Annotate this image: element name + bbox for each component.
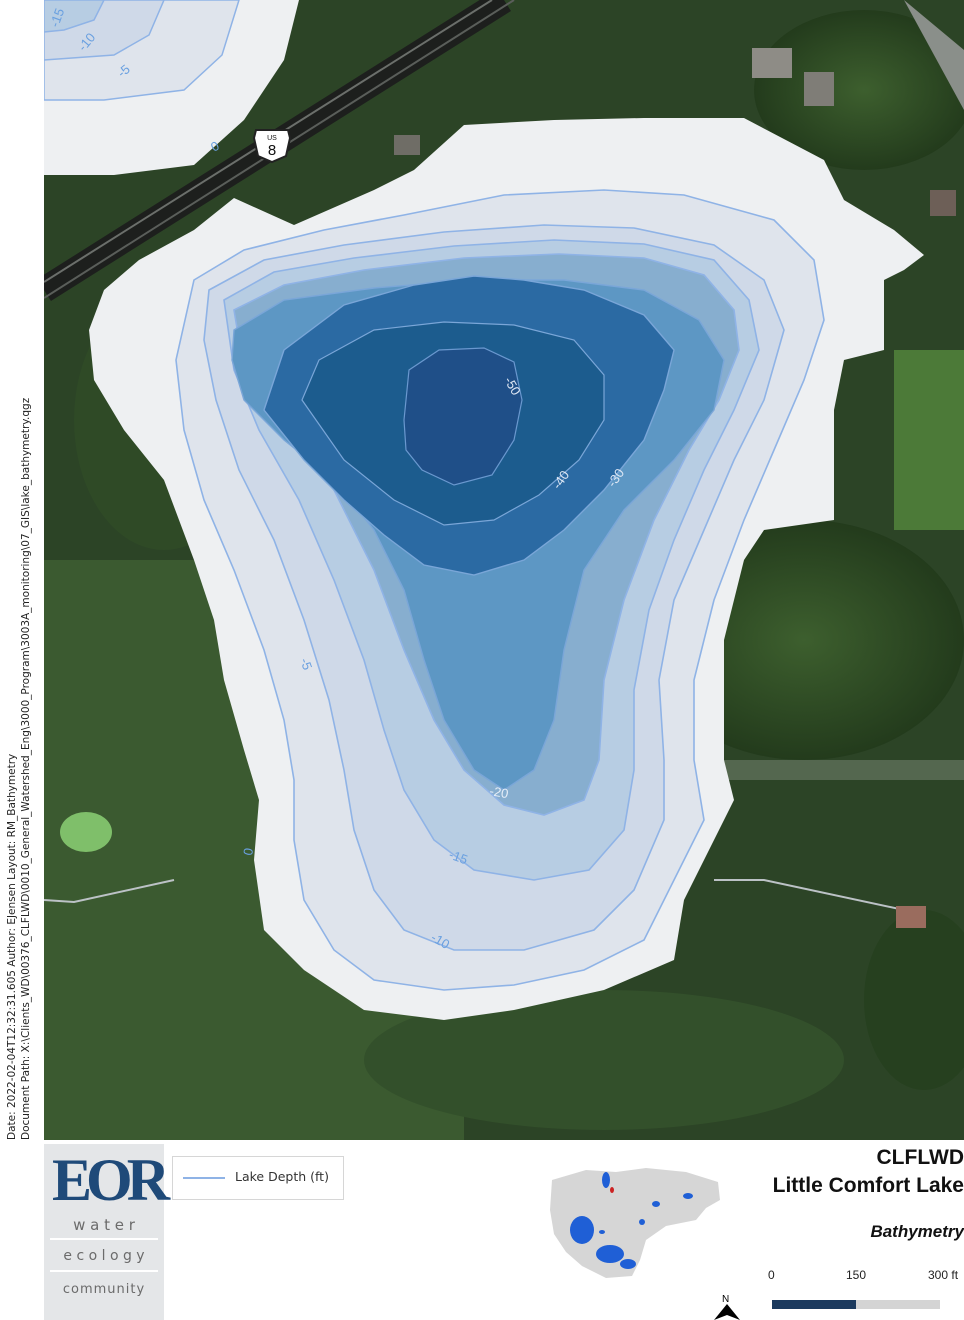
- water-body: [639, 1219, 645, 1225]
- watershed-outline: [550, 1168, 720, 1278]
- title-line1: CLFLWD: [876, 1146, 964, 1169]
- map-canvas: -15 -10 -5 0 -50 -40 -30 -5 -20 0 -15 -1…: [44, 0, 964, 1140]
- road: [904, 0, 964, 110]
- house: [930, 190, 956, 216]
- shield-number: 8: [268, 142, 276, 159]
- water-body: [652, 1201, 660, 1207]
- driveway: [684, 760, 964, 780]
- contour-label: -15: [47, 6, 68, 29]
- water-body: [570, 1216, 594, 1244]
- north-label: N: [722, 1294, 730, 1305]
- water-body: [620, 1259, 636, 1269]
- house: [896, 906, 926, 928]
- tree-cluster: [364, 990, 844, 1130]
- legend-label: Lake Depth (ft): [235, 1169, 329, 1184]
- boardwalk: [44, 879, 175, 904]
- north-arrow: N: [712, 1290, 742, 1320]
- legend-contour-symbol: [183, 1177, 225, 1179]
- water-body: [602, 1172, 610, 1188]
- map-subtitle: Bathymetry: [870, 1222, 964, 1241]
- logo-word-ecology: e c o l o g y: [63, 1248, 145, 1264]
- scale-bar-dark: [772, 1300, 856, 1309]
- house: [752, 48, 792, 78]
- water-body: [683, 1193, 693, 1199]
- boardwalk: [714, 879, 905, 911]
- lake-contours: [89, 118, 924, 1020]
- tree-cluster: [754, 10, 964, 170]
- shield-us-text: US: [267, 135, 277, 142]
- logo-divider: [50, 1270, 158, 1272]
- date-author-text: Date: 2022-02-04T12:32:31.605 Author: EJ…: [6, 753, 18, 1140]
- water-body: [610, 1187, 614, 1193]
- title-line2: Little Comfort Lake: [772, 1174, 964, 1197]
- water-body: [599, 1230, 605, 1234]
- nw-lake-piece: [44, 0, 299, 175]
- depth-50-area: [403, 347, 523, 486]
- scale-label-0: 0: [768, 1268, 775, 1282]
- eor-logo: EOR w a t e r e c o l o g y community: [44, 1144, 170, 1320]
- contour-label: -15: [447, 847, 470, 868]
- house: [394, 135, 420, 155]
- scale-bar-light: [856, 1300, 940, 1309]
- bathymetry-map[interactable]: -15 -10 -5 0 -50 -40 -30 -5 -20 0 -15 -1…: [44, 0, 964, 1140]
- logo-divider: [50, 1238, 158, 1240]
- water-body: [596, 1245, 624, 1263]
- clearing: [894, 350, 964, 530]
- logo-word-water: w a t e r: [73, 1216, 135, 1234]
- north-arrow-icon: [714, 1304, 740, 1320]
- contour-label: -5: [297, 656, 315, 672]
- document-path-text: Document Path: X:\Clients_WD\00376_CLFLW…: [20, 397, 32, 1140]
- scale-label-300: 300 ft: [928, 1268, 959, 1282]
- locator-map: [550, 1168, 720, 1278]
- contour-label: 0: [240, 847, 256, 857]
- scale-label-150: 150: [846, 1268, 867, 1282]
- legend: Lake Depth (ft): [172, 1156, 344, 1200]
- pond: [60, 812, 112, 852]
- house: [804, 72, 834, 106]
- contour-label: -20: [488, 783, 509, 801]
- eor-mark: EOR: [52, 1147, 170, 1213]
- tree-cluster: [864, 910, 964, 1090]
- logo-word-community: community: [62, 1282, 146, 1297]
- us-8-shield: US 8: [252, 129, 292, 164]
